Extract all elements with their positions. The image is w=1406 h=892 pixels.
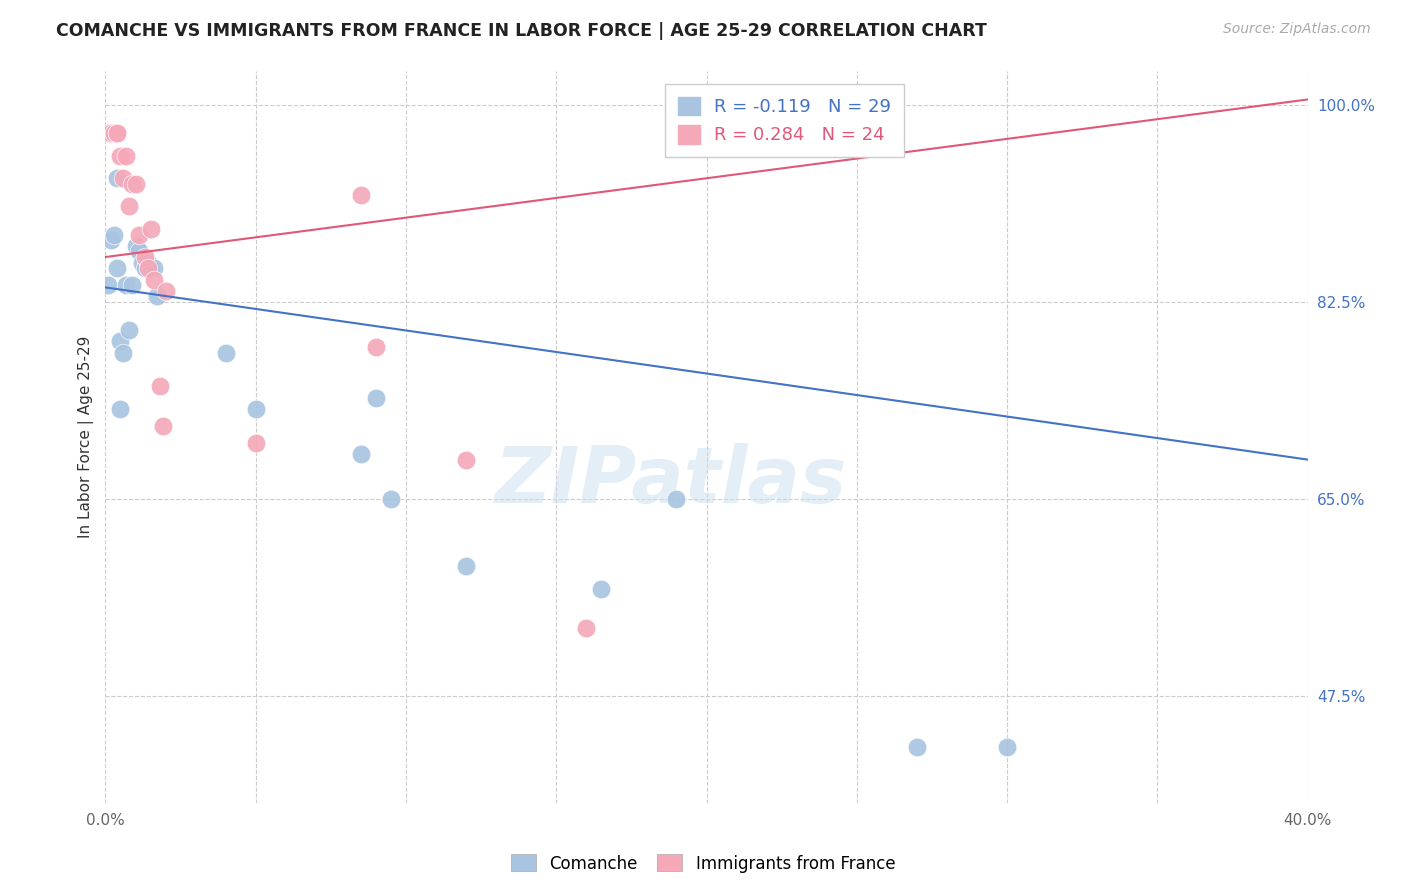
Point	[97, 126, 120, 140]
Legend: R = -0.119   N = 29, R = 0.284   N = 24: R = -0.119 N = 29, R = 0.284 N = 24	[665, 84, 904, 157]
Text: ZIPatlas: ZIPatlas	[495, 443, 846, 519]
Point	[103, 227, 125, 242]
Point	[110, 149, 132, 163]
Point	[139, 261, 162, 276]
Point	[454, 452, 477, 467]
Point	[245, 435, 267, 450]
Point	[103, 126, 125, 140]
Point	[100, 126, 122, 140]
Point	[121, 177, 143, 191]
Point	[128, 227, 150, 242]
Point	[134, 261, 156, 276]
Point	[121, 278, 143, 293]
Point	[591, 582, 613, 596]
Y-axis label: In Labor Force | Age 25-29: In Labor Force | Age 25-29	[79, 336, 94, 538]
Point	[136, 255, 159, 269]
Point	[139, 222, 162, 236]
Point	[145, 289, 167, 303]
Point	[107, 126, 129, 140]
Text: COMANCHE VS IMMIGRANTS FROM FRANCE IN LABOR FORCE | AGE 25-29 CORRELATION CHART: COMANCHE VS IMMIGRANTS FROM FRANCE IN LA…	[56, 22, 987, 40]
Point	[115, 149, 138, 163]
Point	[155, 284, 177, 298]
Point	[905, 739, 928, 754]
Point	[115, 278, 138, 293]
Point	[142, 261, 165, 276]
Point	[124, 177, 146, 191]
Point	[124, 239, 146, 253]
Point	[995, 739, 1018, 754]
Point	[112, 345, 135, 359]
Point	[142, 272, 165, 286]
Point	[136, 261, 159, 276]
Point	[134, 250, 156, 264]
Text: Source: ZipAtlas.com: Source: ZipAtlas.com	[1223, 22, 1371, 37]
Point	[107, 261, 129, 276]
Legend: Comanche, Immigrants from France: Comanche, Immigrants from France	[503, 847, 903, 880]
Point	[131, 255, 153, 269]
Point	[107, 171, 129, 186]
Point	[110, 401, 132, 416]
Point	[380, 491, 402, 506]
Point	[665, 491, 688, 506]
Point	[118, 323, 141, 337]
Point	[350, 447, 373, 461]
Point	[112, 171, 135, 186]
Point	[245, 401, 267, 416]
Point	[364, 391, 387, 405]
Point	[152, 418, 174, 433]
Point	[214, 345, 236, 359]
Point	[97, 278, 120, 293]
Point	[364, 340, 387, 354]
Point	[148, 379, 170, 393]
Point	[128, 244, 150, 259]
Point	[110, 334, 132, 349]
Point	[350, 188, 373, 202]
Point	[575, 621, 598, 635]
Point	[100, 233, 122, 247]
Point	[454, 559, 477, 574]
Point	[107, 126, 129, 140]
Point	[118, 199, 141, 213]
